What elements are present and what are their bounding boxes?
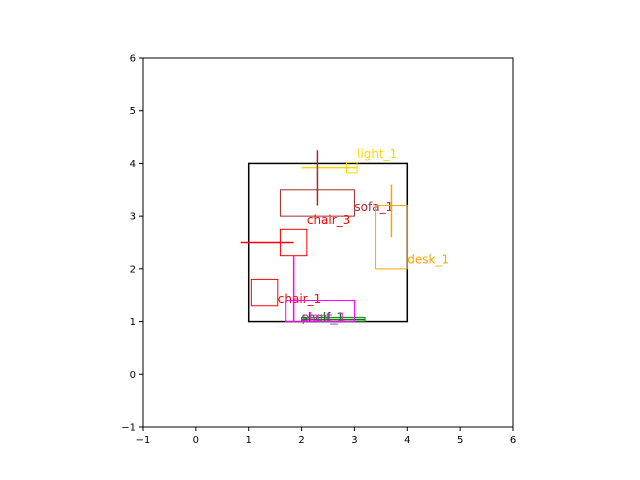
x-tick-label: 6 xyxy=(510,435,516,446)
chair_1-label: chair_1 xyxy=(278,292,321,306)
y-tick-label: 6 xyxy=(130,54,136,65)
plant_1-label: plant_1 xyxy=(302,311,346,325)
x-tick-label: 3 xyxy=(351,435,357,446)
desk_1-label: desk_1 xyxy=(407,253,449,267)
y-tick-label: 1 xyxy=(130,317,136,328)
y-axis: −1 0 1 2 3 4 5 6 xyxy=(121,54,143,434)
x-tick-label: 1 xyxy=(246,435,252,446)
y-tick-label: 5 xyxy=(130,106,136,117)
light_1-label: light_1 xyxy=(357,147,397,161)
plant_1-box xyxy=(285,299,355,323)
y-tick-label: 0 xyxy=(130,370,136,381)
sofa_1-label: sofa_1 xyxy=(354,200,393,214)
plot-area: light_1sofa_1desk_1chair_3chair_1shelf_1… xyxy=(240,147,449,325)
x-tick-label: 4 xyxy=(404,435,410,446)
x-tick-label: 5 xyxy=(457,435,463,446)
chair_1-box xyxy=(250,278,279,307)
y-tick-label: 3 xyxy=(130,212,136,223)
y-tick-label: 2 xyxy=(130,264,136,275)
x-tick-label: 2 xyxy=(298,435,304,446)
x-tick-label: −1 xyxy=(136,435,151,446)
y-tick-label: −1 xyxy=(121,423,136,434)
x-axis: −1 0 1 2 3 4 5 6 xyxy=(136,427,516,446)
axes-frame xyxy=(142,57,514,428)
y-tick-label: 4 xyxy=(130,159,136,170)
x-tick-label: 0 xyxy=(193,435,199,446)
chair_3-label: chair_3 xyxy=(307,213,350,227)
